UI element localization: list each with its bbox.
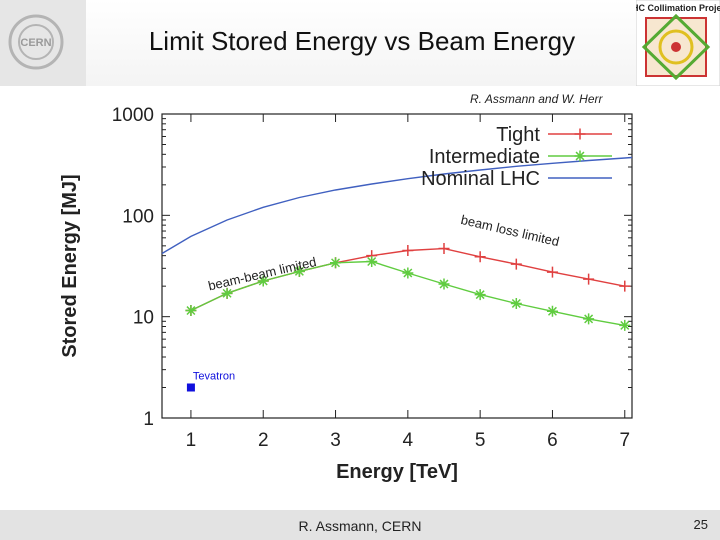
data-point-intermediate [293,265,305,277]
cern-logo-graphic: CERN [8,14,64,70]
data-point-intermediate [330,257,342,269]
data-point-intermediate [221,287,233,299]
x-tick-label: 5 [475,430,486,451]
data-point-tight [619,280,631,292]
chart-annotation: beam loss limited [459,212,560,249]
x-tick-label: 4 [403,430,414,451]
legend-marker-tight [574,128,586,140]
footer-author: R. Assmann, CERN [298,518,422,534]
data-point-intermediate [438,278,450,290]
x-axis-label: Energy [TeV] [336,461,458,483]
x-tick-label: 3 [330,430,341,451]
page-number: 25 [693,517,708,532]
lhc-collimation-logo: LHC Collimation Project [626,0,720,87]
y-tick-label: 1000 [112,105,154,126]
slide-title: Limit Stored Energy vs Beam Energy [148,26,576,56]
data-point-intermediate [510,297,522,309]
data-point-tight [474,251,486,263]
slide-footer: R. Assmann, CERN 25 [0,510,720,540]
y-tick-label: 100 [122,206,154,227]
stored-energy-chart: 1 10 100 1000 1 2 3 4 5 6 7 Energy [TeV] Stored Ener… [59,105,633,483]
y-axis-label: Stored Energy [MJ] [59,174,81,357]
data-point-intermediate [583,313,595,325]
data-point-tight [510,258,522,270]
data-point-intermediate [546,305,558,317]
lhc-collimation-logo-graphic: LHC Collimation Project [626,0,720,87]
x-tick-label: 1 [186,430,197,451]
plot-frame [161,113,633,419]
x-tick-label: 6 [547,430,558,451]
legend-marker-intermediate [574,150,586,162]
data-point-tight [546,266,558,278]
legend-label-intermediate: Intermediate [429,146,540,168]
data-point-tight [438,243,450,255]
data-point-intermediate [257,275,269,287]
data-point-intermediate [474,289,486,301]
svg-text:LHC Collimation Project: LHC Collimation Project [636,3,720,13]
data-label-tevatron: Tevatron [193,370,235,382]
data-point-intermediate [185,305,197,317]
data-point-intermediate [402,267,414,279]
legend-label-tight: Tight [496,124,540,146]
chart-credit: R. Assmann and W. Herr [470,92,603,106]
data-point-intermediate [619,319,631,331]
y-tick-label: 1 [143,409,154,430]
svg-text:CERN: CERN [20,37,51,49]
data-point-tight [402,244,414,256]
x-tick-label: 7 [619,430,630,451]
slide-header: CERN Limit Stored Energy vs Beam Energy … [0,0,720,87]
y-tick-label: 10 [133,308,154,329]
cern-logo: CERN [0,0,86,86]
x-tick-label: 2 [258,430,269,451]
legend-label-nominal-lhc: Nominal LHC [421,168,540,190]
data-point-tevatron [186,383,195,392]
series-line-nominal-lhc [161,156,633,255]
data-point-tight [583,273,595,285]
data-point-intermediate [366,256,378,268]
